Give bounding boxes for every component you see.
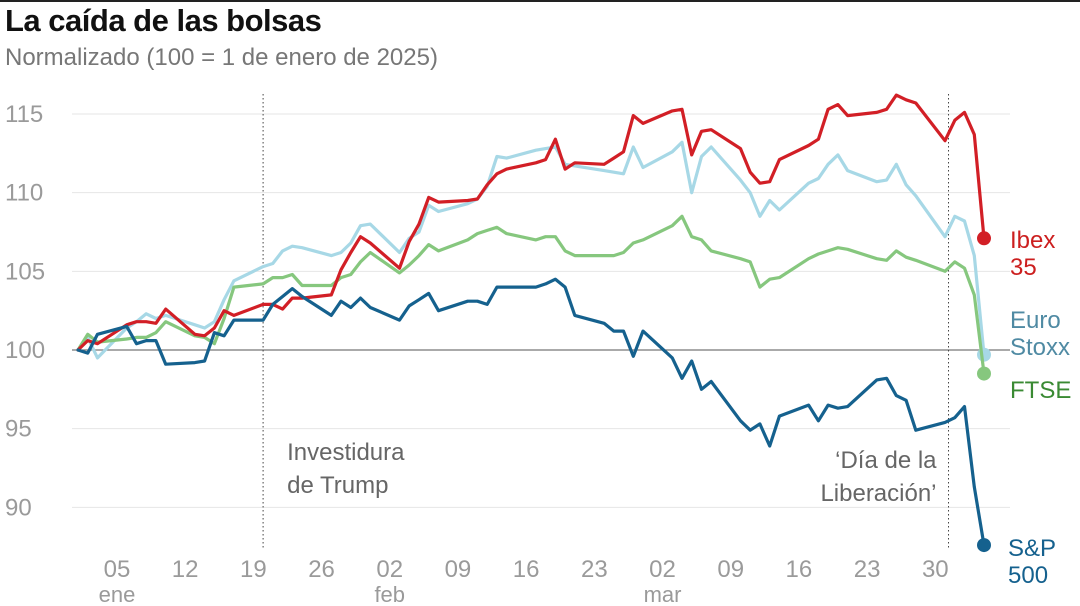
x-month-label: feb [374, 582, 405, 606]
series-label: Stoxx [1010, 334, 1070, 361]
series-layer [76, 93, 991, 553]
x-tick-label: 30 [922, 556, 949, 583]
series-line-ibex-35 [76, 93, 986, 352]
x-tick-label: 23 [581, 556, 608, 583]
series-end-marker [977, 366, 991, 381]
annotation-text: Investidura [287, 439, 405, 466]
series-end-marker [977, 347, 991, 362]
series-label: 500 [1008, 562, 1048, 589]
series-line-ftse [76, 214, 986, 376]
series-label: Ibex [1010, 227, 1055, 254]
y-tick-label: 90 [5, 494, 32, 521]
x-tick-label: 02 [649, 556, 676, 583]
series-label: Euro [1010, 307, 1061, 334]
series-end-marker [977, 538, 991, 553]
y-tick-label: 110 [5, 180, 43, 207]
series-label: 35 [1010, 254, 1037, 281]
x-tick-label: 16 [786, 556, 813, 583]
x-tick-label: 05 [104, 556, 131, 583]
y-tick-label: 95 [5, 416, 32, 443]
x-tick-label: 12 [172, 556, 199, 583]
series-line-s-p-500 [76, 277, 986, 547]
x-month-label: ene [99, 582, 136, 606]
chart-title: La caída de las bolsas [5, 3, 322, 38]
x-tick-label: 02 [376, 556, 403, 583]
annotation-text: de Trump [287, 472, 388, 499]
x-tick-label: 09 [717, 556, 744, 583]
y-tick-label: 115 [5, 101, 43, 128]
y-tick-label: 100 [5, 337, 45, 364]
x-tick-label: 09 [445, 556, 472, 583]
series-end-marker [977, 231, 991, 246]
series-label: FTSE [1010, 377, 1071, 404]
x-tick-label: 16 [513, 556, 540, 583]
series-line-euro-stoxx [76, 140, 986, 360]
chart-subtitle: Normalizado (100 = 1 de enero de 2025) [5, 44, 438, 71]
series-label: S&P [1008, 535, 1056, 562]
x-tick-label: 26 [308, 556, 335, 583]
y-tick-label: 105 [5, 258, 45, 285]
annotation-text: ‘Día de la [835, 447, 937, 474]
annotation-layer: Investidura de Trump ‘Día de la Liberación’ [262, 94, 950, 548]
x-tick-label: 23 [854, 556, 881, 583]
annotation-text: Liberación’ [820, 480, 936, 507]
x-month-label: mar [644, 582, 682, 606]
top-rule [0, 0, 1080, 2]
x-tick-label: 19 [240, 556, 267, 583]
